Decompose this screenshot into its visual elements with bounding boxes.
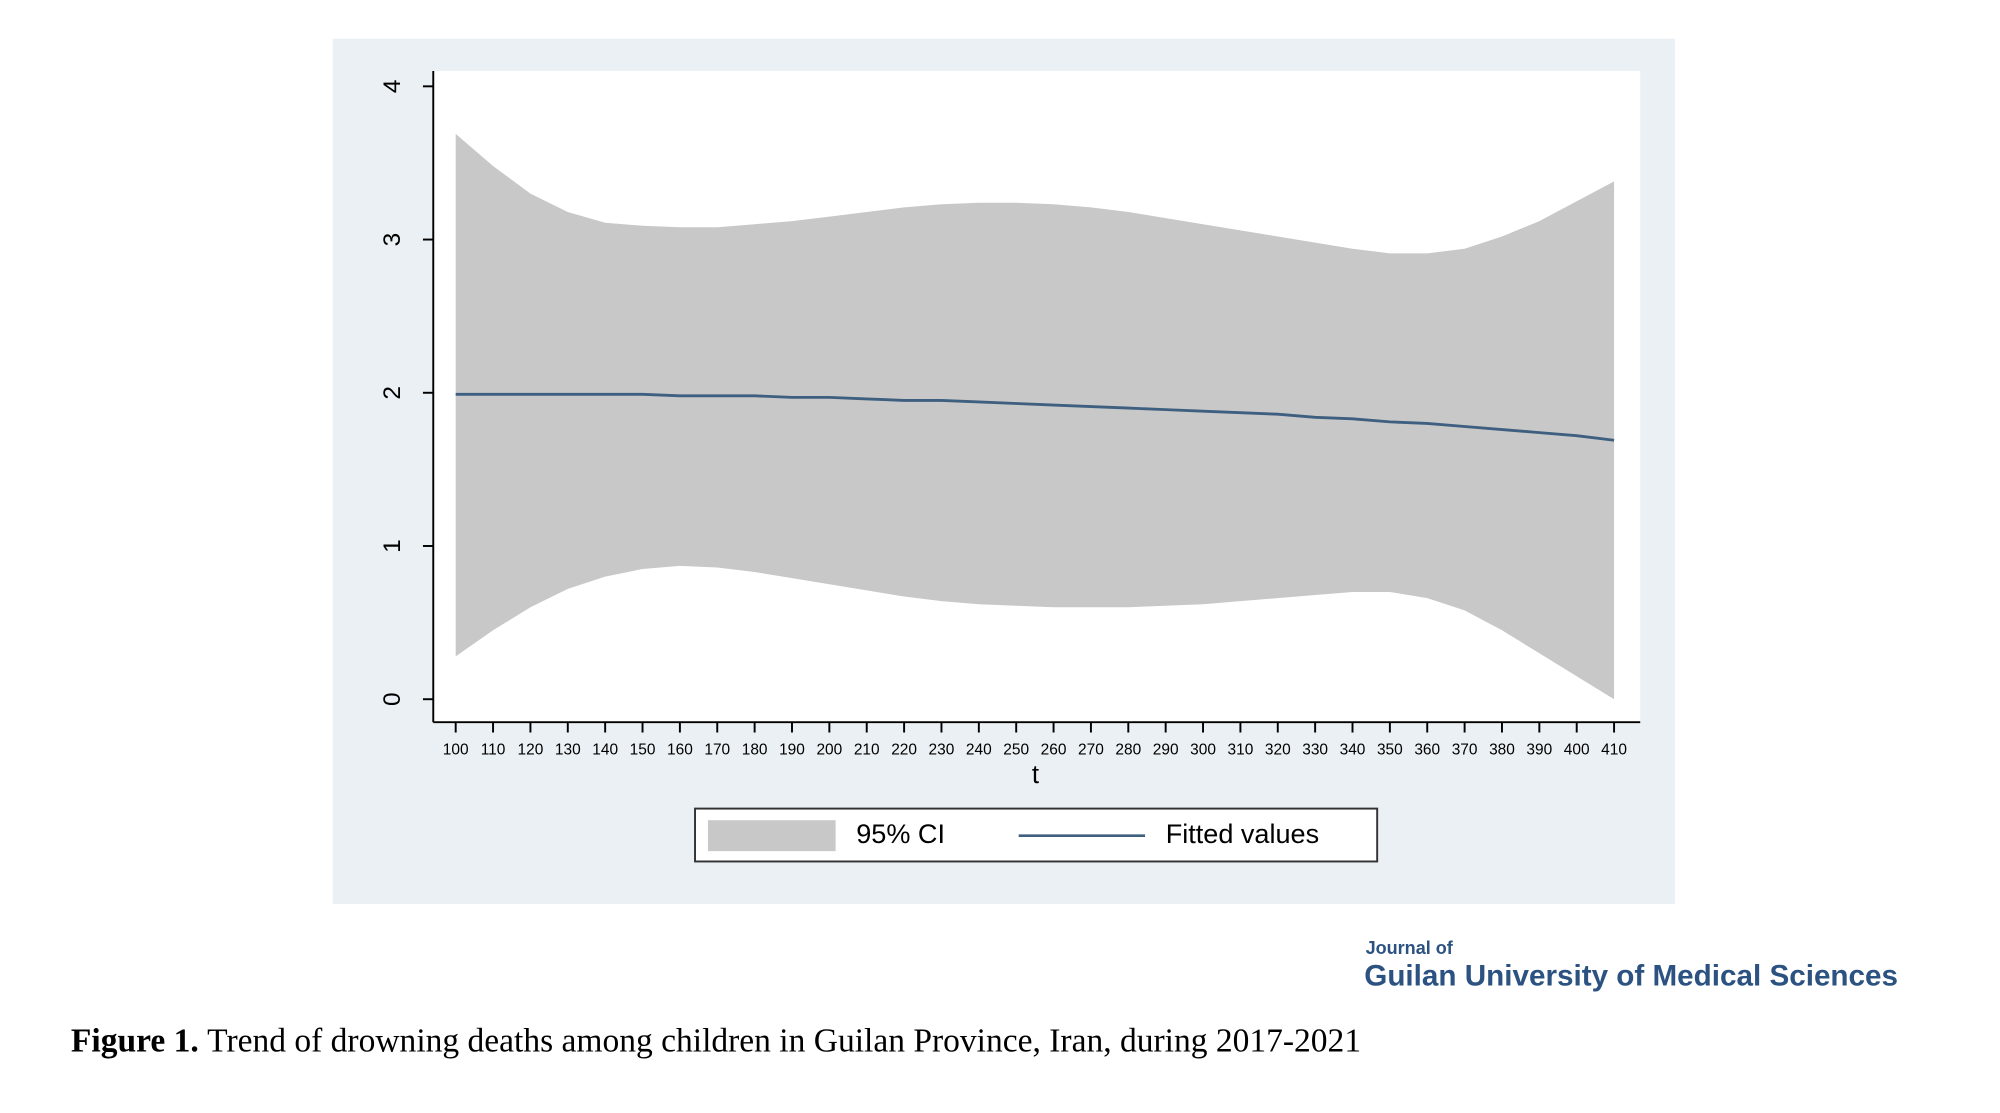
ci-band [455,133,1615,700]
x-tick-label: 380 [1489,742,1515,759]
x-tick-label: 330 [1302,742,1328,759]
x-tick-label: 120 [518,742,544,759]
x-tick-label: 210 [854,742,880,759]
x-tick-label: 370 [1452,742,1478,759]
marks [455,133,1615,700]
y-tick-label: 2 [379,386,406,400]
x-tick-label: 140 [592,742,618,759]
x-tick-label: 350 [1377,742,1403,759]
caption-text: Trend of drowning deaths among children … [207,1022,1361,1059]
logo-line2: Guilan University of Medical Sciences [1364,959,1898,992]
x-tick-label: 250 [1003,742,1029,759]
y-tick-label: 4 [379,80,406,94]
x-tick-label: 100 [443,742,469,759]
x-tick-label: 340 [1340,742,1366,759]
x-tick-label: 360 [1414,742,1440,759]
x-axis-label: t [1032,761,1039,789]
x-tick-label: 400 [1564,742,1590,759]
logo-line1: Journal of [1366,938,1454,958]
x-tick-label: 390 [1526,742,1552,759]
legend-label: 95% CI [856,818,945,849]
caption: Figure 1. Trend of drowning deaths among… [71,1022,1361,1059]
y-tick-label: 3 [379,233,406,247]
x-tick-label: 280 [1115,742,1141,759]
legend-label: Fitted values [1166,818,1319,849]
y-tick-label: 0 [379,692,406,706]
x-tick-label: 410 [1601,742,1627,759]
x-tick-label: 130 [555,742,581,759]
axes: 0 1 2 3 4 100 110 120 130 140 150 160 170 180 190 200 21… [379,71,1641,759]
x-tick-label: 200 [816,742,842,759]
x-tick-label: 260 [1041,742,1067,759]
x-tick-label: 180 [742,742,768,759]
x-tick-label: 160 [667,742,693,759]
x-tick-label: 110 [481,742,506,759]
x-tick-label: 320 [1265,742,1291,759]
x-tick-label: 240 [966,742,992,759]
x-tick-label: 310 [1227,742,1253,759]
x-tick-label: 150 [630,742,656,759]
x-tick-label: 230 [929,742,955,759]
fitted-line [455,392,1615,442]
y-tick-label: 1 [379,539,406,553]
caption-label: Figure 1. [71,1022,199,1059]
x-tick-label: 300 [1190,742,1216,759]
x-tick-label: 190 [779,742,805,759]
x-tick-label: 290 [1153,742,1179,759]
x-tick-label: 220 [891,742,917,759]
x-tick-label: 170 [704,742,730,759]
legend-swatch [707,820,836,852]
x-tick-label: 270 [1078,742,1104,759]
